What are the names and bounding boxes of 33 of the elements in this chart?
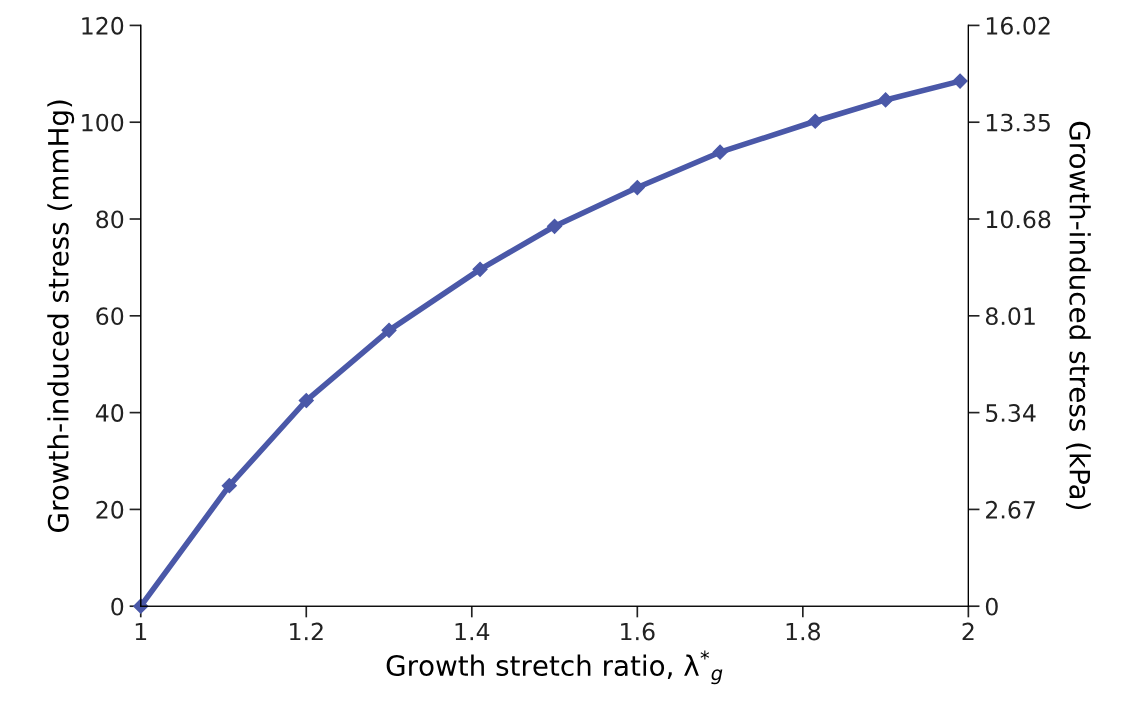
- x-tick-label: 1: [135, 622, 147, 641]
- y-tick-label: 120: [82, 16, 124, 35]
- point: [952, 73, 968, 89]
- y2-tick-label: 0: [985, 597, 998, 616]
- point: [878, 92, 894, 108]
- y2-tick-label: 13.35: [986, 113, 1050, 132]
- x-tick-label: 2: [962, 622, 974, 641]
- y2-tick-label: 5.34: [986, 404, 1036, 422]
- x-tick-label: 1.4: [455, 622, 490, 641]
- point: [546, 218, 563, 234]
- y-axis-title: Growth-induced stress (mmHg): [47, 100, 75, 532]
- point: [381, 322, 397, 338]
- point: [472, 261, 488, 277]
- point: [712, 144, 728, 160]
- point: [629, 179, 645, 196]
- y2-tick-label: 16.02: [986, 16, 1050, 35]
- y2-tick-label: 10.68: [986, 210, 1051, 229]
- x-tick-label: 1.8: [786, 622, 820, 641]
- y-tick-label: 60: [96, 307, 124, 326]
- y-tick-label: 40: [95, 404, 124, 422]
- y-tick-label: 20: [96, 500, 124, 519]
- point: [807, 113, 823, 129]
- y2-axis-title: Growth-induced stress (kPa): [1066, 121, 1091, 510]
- y-tick-label: 100: [82, 113, 124, 132]
- y2-tick-label: 2.67: [986, 500, 1035, 519]
- x-axis-title: Growth stretch ratio, λ$^{*}$$_{g}$: [386, 650, 723, 685]
- point: [221, 478, 237, 494]
- point: [298, 392, 314, 409]
- y-tick-label: 0: [111, 597, 124, 616]
- x-tick-label: 1.2: [290, 622, 323, 641]
- y2-tick-label: 8.01: [985, 307, 1035, 326]
- y-tick-label: 80: [96, 210, 124, 229]
- x-tick-label: 1.6: [621, 622, 655, 641]
